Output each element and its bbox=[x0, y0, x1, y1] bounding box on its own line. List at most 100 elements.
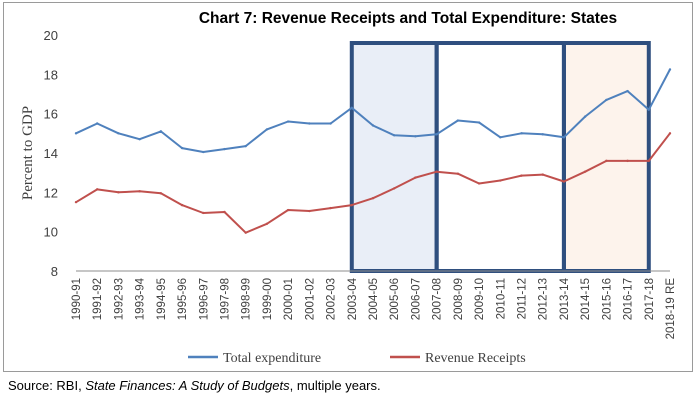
data-point-1 bbox=[477, 182, 481, 185]
x-tick-label: 2004-05 bbox=[368, 278, 380, 320]
data-point-1 bbox=[393, 187, 396, 190]
legend-label-1: Revenue Receipts bbox=[425, 351, 526, 366]
data-point-1 bbox=[117, 191, 120, 194]
data-point-0 bbox=[74, 132, 78, 135]
x-tick-label: 1999-00 bbox=[262, 278, 274, 320]
data-point-0 bbox=[286, 120, 290, 123]
data-point-0 bbox=[626, 89, 629, 93]
data-point-0 bbox=[223, 147, 226, 151]
data-point-0 bbox=[138, 138, 141, 141]
data-point-0 bbox=[265, 128, 269, 131]
x-tick-label: 1995-96 bbox=[177, 278, 189, 320]
x-tick-label: 2007-08 bbox=[432, 278, 444, 320]
data-point-0 bbox=[117, 132, 120, 135]
data-point-0 bbox=[541, 133, 544, 136]
data-point-0 bbox=[456, 119, 460, 122]
y-tick-label: 8 bbox=[51, 264, 58, 279]
x-tick-label: 2014-15 bbox=[580, 278, 592, 320]
source-title: State Finances: A Study of Budgets bbox=[85, 378, 290, 393]
data-point-1 bbox=[668, 132, 672, 135]
data-point-0 bbox=[583, 115, 587, 118]
data-point-1 bbox=[626, 159, 629, 163]
y-tick-label: 16 bbox=[44, 107, 58, 122]
data-point-0 bbox=[605, 98, 608, 102]
data-point-1 bbox=[520, 174, 523, 177]
data-point-0 bbox=[308, 122, 311, 125]
x-tick-label: 2000-01 bbox=[283, 278, 295, 320]
data-point-1 bbox=[371, 197, 375, 200]
data-point-0 bbox=[244, 144, 247, 148]
x-tick-label: 2012-13 bbox=[538, 278, 550, 320]
data-point-1 bbox=[350, 203, 353, 207]
x-tick-label: 1991-92 bbox=[92, 278, 104, 320]
period-fill-2 bbox=[563, 43, 649, 271]
x-tick-label: 2016-17 bbox=[623, 278, 635, 320]
y-tick-label: 18 bbox=[44, 67, 58, 82]
x-tick-label: 2013-14 bbox=[559, 277, 571, 320]
y-tick-label: 12 bbox=[44, 185, 58, 200]
data-point-1 bbox=[541, 173, 544, 176]
data-point-1 bbox=[138, 190, 141, 193]
x-tick-label: 2015-16 bbox=[601, 278, 613, 320]
data-point-1 bbox=[329, 206, 332, 210]
x-tick-label: 2011-12 bbox=[517, 278, 529, 319]
chart-title: Chart 7: Revenue Receipts and Total Expe… bbox=[198, 10, 618, 27]
x-tick-label: 1998-99 bbox=[241, 278, 253, 320]
y-tick-label: 14 bbox=[44, 146, 58, 161]
x-tick-label: 1994-95 bbox=[156, 278, 168, 320]
x-tick-label: 2010-11 bbox=[495, 278, 507, 319]
x-tick-label: 2008-09 bbox=[453, 278, 465, 320]
data-point-0 bbox=[477, 121, 481, 124]
data-point-1 bbox=[159, 192, 163, 195]
source-suffix: , multiple years. bbox=[289, 378, 381, 393]
y-axis-label: Percent to GDP bbox=[20, 106, 36, 200]
x-tick-label: 1997-98 bbox=[220, 278, 232, 320]
data-point-0 bbox=[350, 106, 353, 109]
chart-frame bbox=[3, 2, 693, 372]
data-point-0 bbox=[435, 133, 438, 136]
line-chart: 8 10 12 14 16 18 20 Percent to GDP 1990-91 1991-9… bbox=[20, 28, 677, 366]
x-tick-label: 1990-91 bbox=[71, 278, 83, 320]
period-fill-0 bbox=[351, 43, 437, 271]
x-tick-label: 2017-18 bbox=[644, 278, 656, 320]
data-point-1 bbox=[244, 231, 247, 234]
x-tick-label: 1993-94 bbox=[135, 277, 147, 320]
data-point-1 bbox=[499, 179, 502, 182]
source-note: Source: RBI, State Finances: A Study of … bbox=[8, 378, 381, 393]
data-point-1 bbox=[435, 170, 438, 173]
x-tick-label: 2009-10 bbox=[474, 278, 486, 320]
x-tick-label: 2005-06 bbox=[389, 278, 401, 320]
x-tick-label: 1996-97 bbox=[198, 278, 210, 320]
data-point-1 bbox=[308, 209, 311, 213]
x-tick-label: 2001-02 bbox=[304, 278, 316, 320]
data-point-1 bbox=[223, 210, 226, 214]
data-point-1 bbox=[202, 211, 205, 215]
data-point-1 bbox=[74, 200, 78, 204]
data-point-0 bbox=[520, 132, 523, 135]
data-point-1 bbox=[562, 180, 566, 183]
data-point-0 bbox=[499, 136, 502, 139]
x-tick-label: 2002-03 bbox=[326, 278, 338, 320]
data-point-0 bbox=[329, 122, 332, 125]
source-prefix: Source: RBI, bbox=[8, 378, 86, 393]
data-point-0 bbox=[414, 135, 417, 138]
x-tick-label: 1992-93 bbox=[113, 278, 125, 320]
data-point-1 bbox=[265, 222, 269, 225]
data-point-0 bbox=[180, 146, 184, 150]
legend-label-0: Total expenditure bbox=[223, 351, 321, 366]
x-tick-label: 2018-19 RE bbox=[665, 278, 677, 340]
data-point-0 bbox=[371, 124, 375, 127]
data-point-1 bbox=[180, 203, 184, 207]
data-point-1 bbox=[583, 170, 587, 173]
data-point-0 bbox=[96, 122, 99, 125]
data-point-0 bbox=[668, 68, 672, 71]
y-tick-label: 10 bbox=[44, 225, 58, 240]
data-point-1 bbox=[96, 188, 99, 191]
data-point-0 bbox=[647, 108, 650, 111]
period-fill-1 bbox=[436, 43, 564, 271]
data-point-1 bbox=[414, 176, 417, 179]
data-point-0 bbox=[393, 134, 396, 137]
data-point-1 bbox=[647, 159, 650, 163]
data-point-0 bbox=[202, 150, 205, 154]
data-point-1 bbox=[286, 208, 290, 212]
